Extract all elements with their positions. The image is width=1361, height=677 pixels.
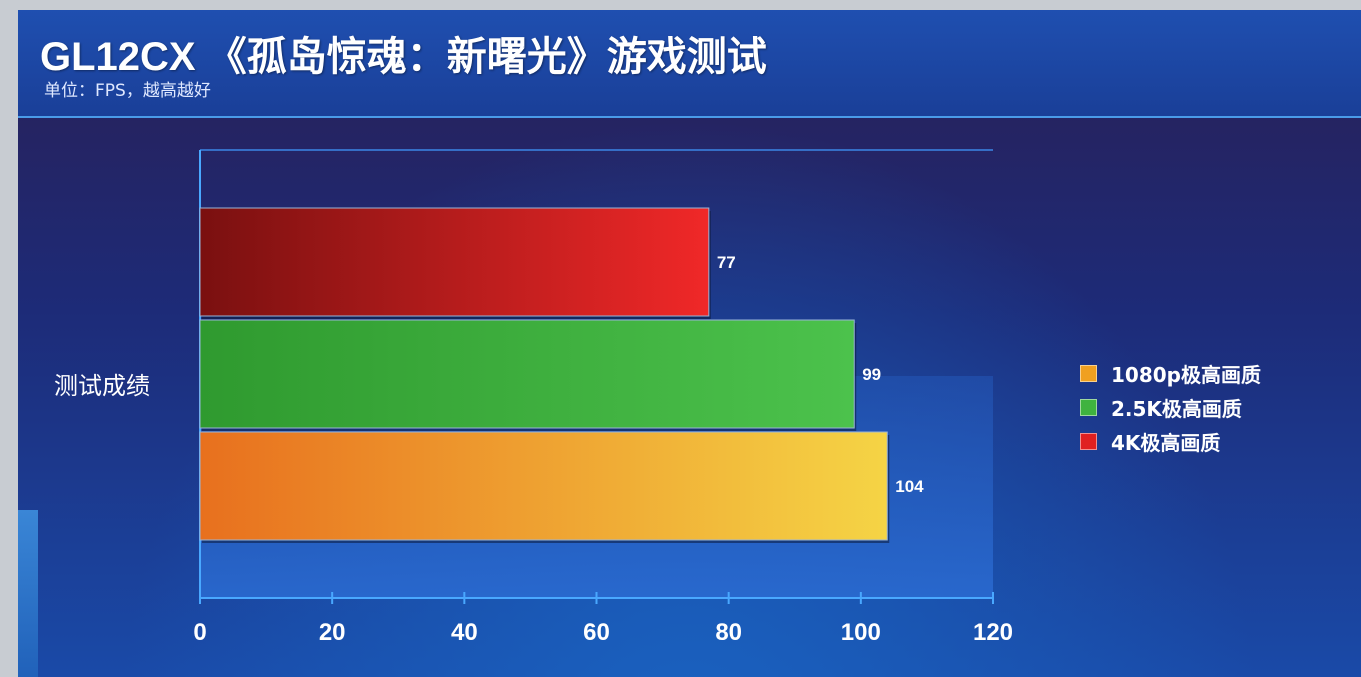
legend-item-1080p: 1080p极高画质 <box>1080 356 1261 390</box>
data-label-2-5k: 99 <box>862 365 881 384</box>
x-tick-label-120: 120 <box>973 619 1013 646</box>
legend-swatch-4k <box>1080 432 1097 450</box>
decorative-strip <box>18 510 38 677</box>
legend-item-4k: 4K极高画质 <box>1080 424 1261 458</box>
bar-chart: 0 20 40 60 80 100 120 77 99 104 <box>193 149 1013 646</box>
bar-2-5k <box>199 319 855 429</box>
x-tick-label-0: 0 <box>193 619 206 646</box>
chart-frame: GL12CX 《孤岛惊魂：新曙光》游戏测试 单位：FPS，越高越好 0 20 40 6… <box>18 10 1361 677</box>
x-tick-label-20: 20 <box>319 619 346 646</box>
chart-title: GL12CX 《孤岛惊魂：新曙光》游戏测试 <box>40 35 767 79</box>
x-tick-label-80: 80 <box>715 619 742 646</box>
bar-1080p <box>199 431 888 541</box>
x-tick-label-40: 40 <box>451 619 478 646</box>
x-tick-label-60: 60 <box>583 619 610 646</box>
legend: 1080p极高画质 2.5K极高画质 4K极高画质 <box>1080 356 1261 458</box>
data-label-4k: 77 <box>717 253 736 272</box>
legend-swatch-2-5k <box>1080 398 1097 416</box>
data-label-1080p: 104 <box>895 477 924 496</box>
bar-4k <box>199 207 710 317</box>
chart-subtitle: 单位：FPS，越高越好 <box>44 81 211 101</box>
category-label: 测试成绩 <box>54 372 150 400</box>
legend-label-2-5k: 2.5K极高画质 <box>1111 396 1242 421</box>
legend-item-2-5k: 2.5K极高画质 <box>1080 390 1261 424</box>
chart-header: GL12CX 《孤岛惊魂：新曙光》游戏测试 单位：FPS，越高越好 <box>18 10 1361 118</box>
legend-label-4k: 4K极高画质 <box>1111 430 1221 455</box>
x-tick-label-100: 100 <box>841 619 881 646</box>
legend-swatch-1080p <box>1080 364 1097 382</box>
legend-label-1080p: 1080p极高画质 <box>1111 362 1261 387</box>
